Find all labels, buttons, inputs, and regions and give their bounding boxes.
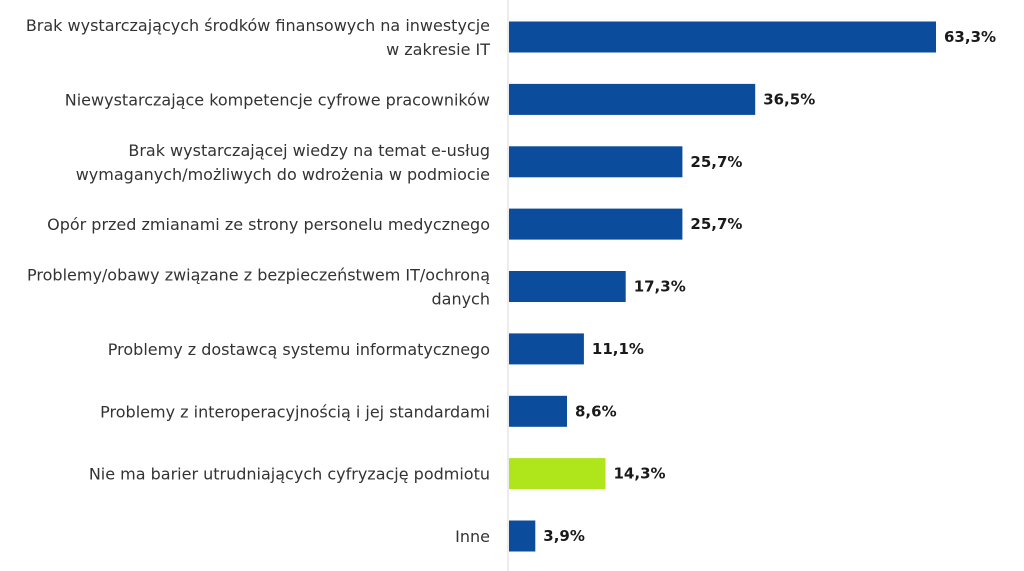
category-label: Niewystarczające kompetencje cyfrowe pra… [65,90,490,109]
category-label-line: danych [431,290,490,309]
category-label-line: w zakresie IT [386,40,490,59]
bar [509,520,536,552]
bar [509,271,626,302]
category-label-line: Problemy z dostawcą systemu informatyczn… [108,340,490,359]
bar [509,458,606,490]
value-label: 8,6% [575,402,617,420]
category-label: Problemy z dostawcą systemu informatyczn… [108,340,490,359]
category-label-line: Inne [455,527,490,546]
value-label: 11,1% [592,340,644,358]
category-label: Nie ma barier utrudniających cyfryzację … [89,465,490,484]
bar [509,333,584,365]
category-label-line: Problemy/obawy związane z bezpieczeństwe… [27,266,490,285]
category-label: Opór przed zmianami ze strony personelu … [47,215,490,234]
category-label-line: Brak wystarczającej wiedzy na temat e-us… [128,141,490,160]
category-label-line: wymaganych/możliwych do wdrożenia w podm… [76,165,490,184]
value-label: 14,3% [614,465,666,483]
category-label-line: Opór przed zmianami ze strony personelu … [47,215,490,234]
category-label-line: Brak wystarczających środków finansowych… [26,16,490,35]
value-label: 63,3% [944,28,996,46]
category-label: Brak wystarczającej wiedzy na temat e-us… [76,141,490,184]
value-label: 36,5% [763,90,815,108]
value-label: 3,9% [543,527,585,545]
bars-group [509,21,936,552]
value-labels-group: 63,3% 36,5% 25,7% 25,7% 17,3% 11,1% 8,6% 14,3% 3… [543,28,996,545]
bar [509,83,756,115]
category-label: Problemy/obawy związane z bezpieczeństwe… [27,266,490,309]
category-label-line: Problemy z interoperacyjnością i jej sta… [100,402,490,421]
bar [509,395,567,427]
bar [509,208,683,240]
bar [509,146,683,178]
category-label: Brak wystarczających środków finansowych… [26,16,490,59]
bar [509,21,936,53]
category-label: Problemy z interoperacyjnością i jej sta… [100,402,490,421]
category-label: Inne [455,527,490,546]
category-labels-group: Brak wystarczających środków finansowych… [26,16,490,546]
value-label: 17,3% [634,278,686,296]
value-label: 25,7% [690,153,742,171]
category-label-line: Nie ma barier utrudniających cyfryzację … [89,465,490,484]
value-label: 25,7% [690,215,742,233]
category-label-line: Niewystarczające kompetencje cyfrowe pra… [65,90,490,109]
